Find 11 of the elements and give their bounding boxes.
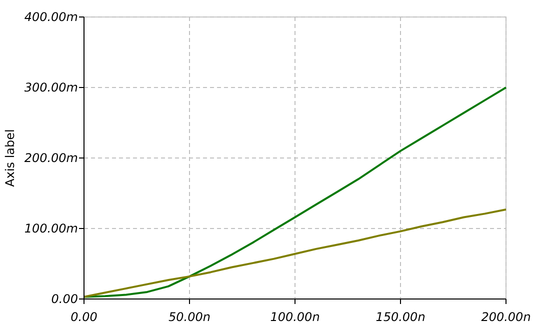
x-tick-label: 100.00n [270, 310, 320, 324]
x-tick-label: 150.00n [376, 310, 426, 324]
y-axis-title: Axis label [3, 129, 17, 187]
y-tick-label: 200.00m [24, 151, 78, 165]
y-tick-label: 300.00m [24, 80, 78, 94]
x-tick-label: 0.00 [70, 310, 98, 324]
x-tick-label: 200.00n [481, 310, 531, 324]
y-tick-label: 400.00m [24, 10, 78, 24]
y-tick-label: 0.00 [51, 292, 78, 306]
y-tick-label: 100.00m [24, 222, 78, 236]
x-tick-label: 50.00n [168, 310, 210, 324]
